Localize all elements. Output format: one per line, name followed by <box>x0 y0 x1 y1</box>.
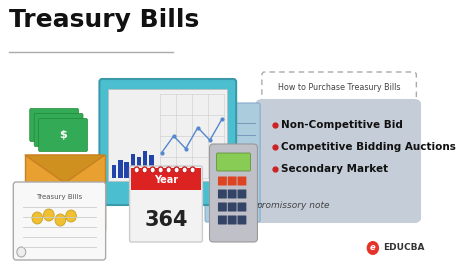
FancyBboxPatch shape <box>217 153 250 171</box>
Text: 364: 364 <box>144 210 188 230</box>
FancyBboxPatch shape <box>228 202 237 211</box>
FancyBboxPatch shape <box>218 215 227 225</box>
FancyBboxPatch shape <box>228 176 237 186</box>
Bar <box>150 217 185 222</box>
Circle shape <box>367 241 379 255</box>
Circle shape <box>55 214 66 226</box>
Bar <box>124 162 129 178</box>
Bar <box>118 160 122 178</box>
Bar <box>108 89 227 181</box>
FancyBboxPatch shape <box>237 202 246 211</box>
FancyBboxPatch shape <box>100 79 236 205</box>
FancyBboxPatch shape <box>218 190 227 198</box>
Circle shape <box>182 167 187 173</box>
Text: e: e <box>370 244 376 253</box>
Text: Non-Competitive Bid: Non-Competitive Bid <box>282 120 403 130</box>
Bar <box>149 155 154 178</box>
Text: $: $ <box>55 125 63 135</box>
Circle shape <box>134 167 139 173</box>
FancyBboxPatch shape <box>262 72 416 102</box>
Circle shape <box>166 167 171 173</box>
Text: Competitive Bidding Auctions: Competitive Bidding Auctions <box>282 142 456 152</box>
Polygon shape <box>25 155 105 183</box>
FancyBboxPatch shape <box>255 99 422 223</box>
Text: Year: Year <box>154 175 178 185</box>
Text: Treasury Bills: Treasury Bills <box>9 8 199 32</box>
Bar <box>137 157 141 178</box>
Bar <box>130 154 135 178</box>
Circle shape <box>44 209 54 221</box>
FancyBboxPatch shape <box>228 190 237 198</box>
FancyBboxPatch shape <box>237 176 246 186</box>
Text: promissory note: promissory note <box>256 201 330 210</box>
FancyBboxPatch shape <box>218 202 227 211</box>
FancyBboxPatch shape <box>210 144 257 242</box>
Text: Secondary Market: Secondary Market <box>282 164 389 174</box>
Text: How to Purchase Treasury Bills: How to Purchase Treasury Bills <box>278 83 401 92</box>
FancyBboxPatch shape <box>129 166 202 242</box>
Bar <box>131 168 201 190</box>
Text: Treasury Bills: Treasury Bills <box>36 194 82 200</box>
FancyBboxPatch shape <box>237 215 246 225</box>
Circle shape <box>32 212 43 224</box>
Circle shape <box>142 167 147 173</box>
Polygon shape <box>25 155 105 230</box>
FancyBboxPatch shape <box>30 108 79 142</box>
Circle shape <box>17 247 26 257</box>
FancyBboxPatch shape <box>218 176 227 186</box>
FancyBboxPatch shape <box>13 182 106 260</box>
FancyBboxPatch shape <box>205 103 260 222</box>
Circle shape <box>158 167 164 173</box>
Bar <box>161 202 175 212</box>
Text: EDUCBA: EDUCBA <box>383 244 425 253</box>
Text: $: $ <box>59 130 67 140</box>
Text: $: $ <box>50 120 58 130</box>
Bar <box>112 165 116 178</box>
FancyBboxPatch shape <box>237 190 246 198</box>
Bar <box>143 151 147 178</box>
FancyBboxPatch shape <box>34 113 83 147</box>
FancyBboxPatch shape <box>38 119 87 151</box>
Circle shape <box>66 210 76 222</box>
FancyBboxPatch shape <box>228 215 237 225</box>
Circle shape <box>174 167 179 173</box>
Circle shape <box>190 167 195 173</box>
Circle shape <box>150 167 155 173</box>
